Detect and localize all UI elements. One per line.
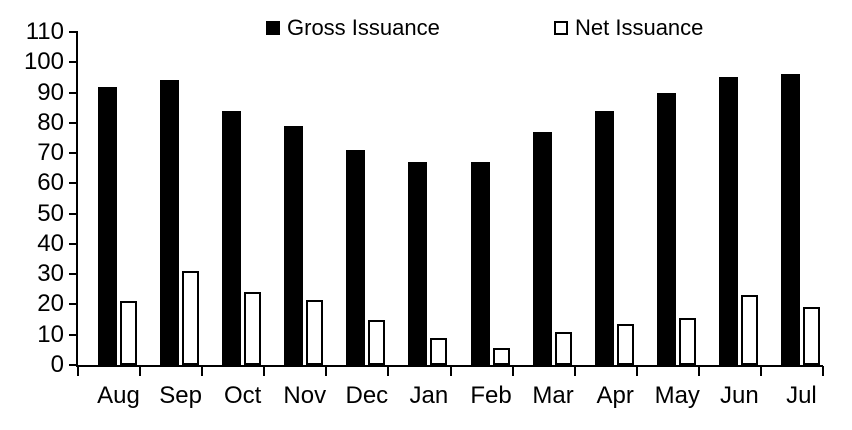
bar-group-nov [264, 32, 326, 365]
y-tick-label: 10 [37, 320, 64, 348]
net-issuance-bar-nov [306, 299, 324, 365]
bar-group-jun [699, 32, 761, 365]
x-tick-label-may: May [654, 382, 700, 409]
x-tick-label-oct: Oct [223, 382, 262, 409]
bar-group-sep [140, 32, 202, 365]
y-tick-label: 60 [37, 169, 64, 197]
x-tick-label-feb: Feb [470, 382, 512, 409]
x-tick-label-aug: Aug [97, 382, 140, 409]
gross-issuance-bar-sep [160, 80, 180, 365]
y-tick-mark [69, 333, 77, 336]
net-issuance-bar-jul [802, 307, 820, 365]
gross-issuance-bar-nov [284, 125, 304, 365]
gross-issuance-bar-aug [98, 86, 117, 365]
y-axis-line [76, 31, 78, 367]
x-tick-mark [387, 366, 390, 376]
bar-group-may [637, 32, 699, 365]
x-tick-mark [822, 366, 824, 376]
gross-issuance-bar-feb [470, 162, 490, 365]
net-issuance-bar-jan [430, 337, 448, 365]
y-tick-label: 90 [37, 78, 64, 106]
gross-issuance-bar-oct [222, 110, 242, 365]
net-issuance-swatch-icon [554, 21, 568, 35]
y-tick-mark [69, 61, 77, 64]
bar-group-feb [451, 32, 513, 365]
x-tick-mark [511, 366, 514, 376]
bar-group-oct [202, 32, 264, 365]
x-tick-label-apr: Apr [596, 382, 634, 409]
y-tick-mark [69, 303, 77, 306]
y-tick-mark [69, 212, 77, 215]
x-tick-mark [139, 366, 142, 376]
y-tick-mark [69, 242, 77, 245]
y-tick-mark [69, 91, 77, 94]
bar-group-apr [575, 32, 637, 365]
net-issuance-bar-feb [492, 348, 510, 365]
x-tick-label-nov: Nov [283, 382, 327, 409]
y-tick-label: 0 [50, 351, 64, 378]
net-issuance-bar-sep [182, 271, 200, 365]
x-tick-mark [573, 366, 576, 376]
gross-issuance-bar-may [656, 92, 676, 365]
x-tick-label-jan: Jan [409, 382, 449, 409]
bar-group-aug [78, 32, 140, 365]
net-issuance-bar-aug [120, 301, 137, 365]
legend-item-gross-issuance: Gross Issuance [266, 14, 440, 42]
x-tick-label-sep: Sep [159, 382, 202, 409]
bar-group-mar [513, 32, 575, 365]
y-tick-label: 110 [25, 18, 64, 45]
bar-group-jan [388, 32, 450, 365]
bar-group-jul [761, 32, 823, 365]
x-tick-mark [77, 366, 79, 376]
y-tick-mark [69, 182, 77, 185]
x-tick-mark [201, 366, 204, 376]
gross-issuance-bar-jan [408, 162, 428, 365]
bar-group-dec [326, 32, 388, 365]
net-issuance-bar-apr [616, 324, 634, 365]
y-tick-label: 40 [37, 229, 64, 257]
y-tick-label: 20 [37, 290, 64, 318]
gross-issuance-swatch-icon [266, 21, 280, 35]
plot-area [78, 32, 823, 365]
y-tick-label: 50 [37, 199, 64, 227]
x-tick-label-dec: Dec [345, 382, 389, 409]
y-tick-mark [69, 364, 77, 366]
gross-issuance-bar-mar [532, 131, 552, 365]
y-tick-label: 80 [37, 108, 64, 136]
y-tick-mark [69, 273, 77, 276]
net-issuance-bar-oct [244, 292, 262, 365]
x-tick-label-jun: Jun [719, 382, 759, 409]
y-tick-mark [69, 152, 77, 155]
x-tick-label-jul: Jul [786, 382, 817, 409]
net-issuance-bar-jun [740, 295, 758, 365]
x-tick-mark [263, 366, 266, 376]
x-tick-mark [759, 366, 762, 376]
gross-issuance-bar-jul [780, 74, 800, 365]
gross-issuance-bar-jun [718, 77, 738, 365]
y-tick-label: 30 [37, 260, 64, 288]
y-tick-label: 70 [37, 139, 64, 167]
gross-issuance-bar-dec [346, 150, 366, 365]
gross-issuance-bar-apr [594, 110, 614, 365]
x-tick-mark [697, 366, 700, 376]
net-issuance-bar-may [678, 318, 696, 365]
x-tick-label-mar: Mar [532, 382, 574, 409]
x-tick-mark [325, 366, 328, 376]
x-tick-mark [635, 366, 638, 376]
y-tick-label: 100 [23, 48, 64, 76]
net-issuance-bar-mar [554, 331, 572, 365]
legend-item-net-issuance: Net Issuance [554, 14, 703, 42]
legend-label-gross-issuance: Gross Issuance [287, 15, 440, 40]
y-tick-mark [69, 121, 77, 124]
net-issuance-bar-dec [368, 319, 386, 365]
x-tick-mark [449, 366, 452, 376]
legend-label-net-issuance: Net Issuance [575, 15, 704, 40]
y-tick-mark [69, 31, 77, 33]
